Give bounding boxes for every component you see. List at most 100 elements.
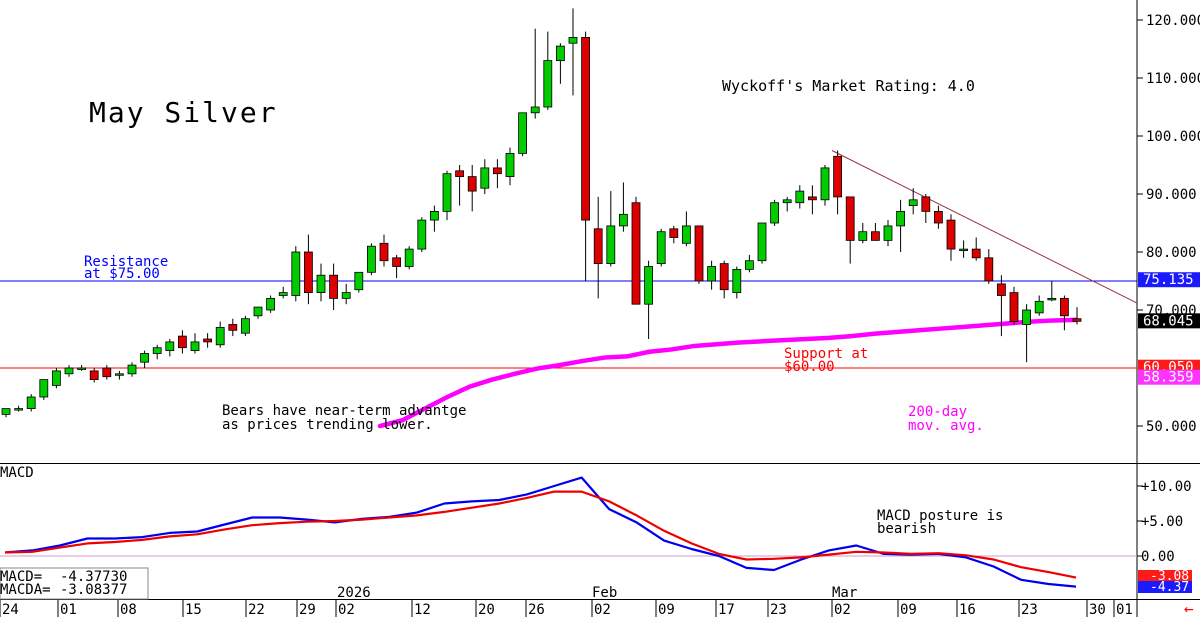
- candle-up: [253, 306, 263, 317]
- candle-up: [14, 408, 24, 411]
- candle-up: [240, 318, 250, 334]
- macd-readout-value: -4.37730: [60, 569, 127, 585]
- candle-up: [543, 60, 553, 108]
- candle-down: [203, 338, 213, 343]
- candle-up: [64, 367, 74, 375]
- candle-down: [631, 202, 641, 305]
- candle-up: [959, 248, 968, 252]
- candle-down: [1009, 292, 1019, 323]
- price-tag-label: 68.045: [1143, 313, 1194, 329]
- month-label: Mar: [832, 585, 857, 601]
- date-tick-label: 24: [2, 602, 19, 617]
- candle-up: [39, 379, 49, 398]
- date-tick-label: 01: [60, 602, 77, 617]
- macd-value-tag-label: -3.08: [1150, 569, 1189, 584]
- candle-up: [757, 222, 767, 262]
- candle-up: [1034, 300, 1044, 314]
- macd-note: bearish: [877, 521, 936, 537]
- macd-note: MACD posture is: [877, 508, 1003, 524]
- candle-up: [341, 292, 351, 299]
- candle-up: [707, 266, 716, 282]
- macda-line: [4, 490, 1077, 579]
- date-tick-label: 20: [478, 602, 495, 617]
- candle-up: [770, 202, 779, 224]
- price-panel: [0, 8, 1138, 429]
- macd-readout-label: MACD=: [0, 569, 42, 585]
- macd-panel: [0, 476, 1137, 588]
- candle-up: [215, 326, 225, 346]
- candle-down: [228, 324, 238, 331]
- moving-average-line: [377, 317, 1079, 429]
- date-tick-label: 23: [1021, 602, 1038, 617]
- resistance-label: Resistance: [84, 254, 168, 270]
- date-tick-label: 09: [900, 602, 917, 617]
- candle-down: [871, 231, 880, 241]
- candle-up: [820, 167, 830, 201]
- date-tick-label: 15: [185, 602, 202, 617]
- candle-up: [782, 199, 792, 204]
- candle-down: [467, 176, 477, 192]
- candle-up: [316, 274, 326, 294]
- date-tick-label: 23: [770, 602, 787, 617]
- macd-value-tag: [1138, 570, 1192, 582]
- date-tick-label: 16: [959, 602, 976, 617]
- date-tick-label: 02: [338, 602, 355, 617]
- bears-note: as prices trending lower.: [222, 417, 433, 433]
- candle-down: [669, 228, 679, 238]
- date-tick-label: 26: [528, 602, 545, 617]
- candle-down: [971, 248, 981, 259]
- market-rating-note: Wyckoff's Market Rating: 4.0: [722, 77, 975, 95]
- macd-tick-label: +10.00: [1141, 479, 1192, 495]
- candle-down: [1060, 297, 1069, 317]
- bears-note: Bears have near-term advantge: [222, 403, 466, 419]
- price-tag-label: 75.135: [1143, 272, 1194, 288]
- candle-up: [429, 210, 439, 221]
- price-tag: [1138, 369, 1200, 385]
- candle-up: [644, 266, 653, 305]
- date-tick-label: 02: [834, 602, 851, 617]
- price-tag: [1138, 272, 1200, 288]
- month-label: Feb: [592, 585, 617, 601]
- candle-up: [732, 268, 742, 293]
- candle-up: [1047, 297, 1057, 301]
- macd-readout-label: MACDA=: [0, 582, 51, 598]
- candle-down: [946, 219, 956, 250]
- candle-up: [52, 370, 61, 386]
- date-tick-label: 09: [658, 602, 675, 617]
- candle-down: [719, 263, 729, 291]
- left-arrow-icon[interactable]: ←: [1184, 599, 1194, 617]
- date-tick-label: 12: [414, 602, 431, 617]
- candle-up: [606, 225, 616, 264]
- axis-labels: 120.000110.000100.00090.00080.00070.0005…: [0, 13, 1200, 617]
- candle-down: [833, 155, 842, 198]
- candle-up: [656, 231, 666, 264]
- price-tick-label: 100.000: [1146, 129, 1200, 145]
- candle-up: [858, 231, 868, 241]
- candle-up: [530, 106, 540, 114]
- candle-down: [102, 367, 112, 378]
- candle-up: [77, 367, 86, 370]
- candle-up: [354, 271, 364, 291]
- candle-up: [417, 219, 427, 250]
- macd-title: MACD: [0, 465, 34, 481]
- candle-up: [278, 292, 288, 296]
- candle-down: [593, 228, 603, 265]
- candle-up: [745, 260, 754, 270]
- price-tick-label: 50.000: [1146, 419, 1197, 435]
- price-tag: [1138, 313, 1200, 329]
- date-tick-label: 02: [594, 602, 611, 617]
- support-label: Support at: [784, 346, 868, 362]
- candle-up: [366, 245, 376, 273]
- moving-average-label: 200-day: [908, 404, 967, 420]
- candle-down: [921, 196, 931, 212]
- macd-readout-value: -3.08377: [60, 582, 127, 598]
- candle-up: [556, 45, 565, 61]
- candle-down: [492, 167, 502, 175]
- candle-down: [997, 283, 1006, 296]
- candle-down: [581, 37, 590, 221]
- downtrend-line: [831, 150, 1138, 304]
- support-label: $60.00: [784, 359, 835, 375]
- candle-down: [379, 242, 389, 262]
- candle-up: [505, 152, 515, 177]
